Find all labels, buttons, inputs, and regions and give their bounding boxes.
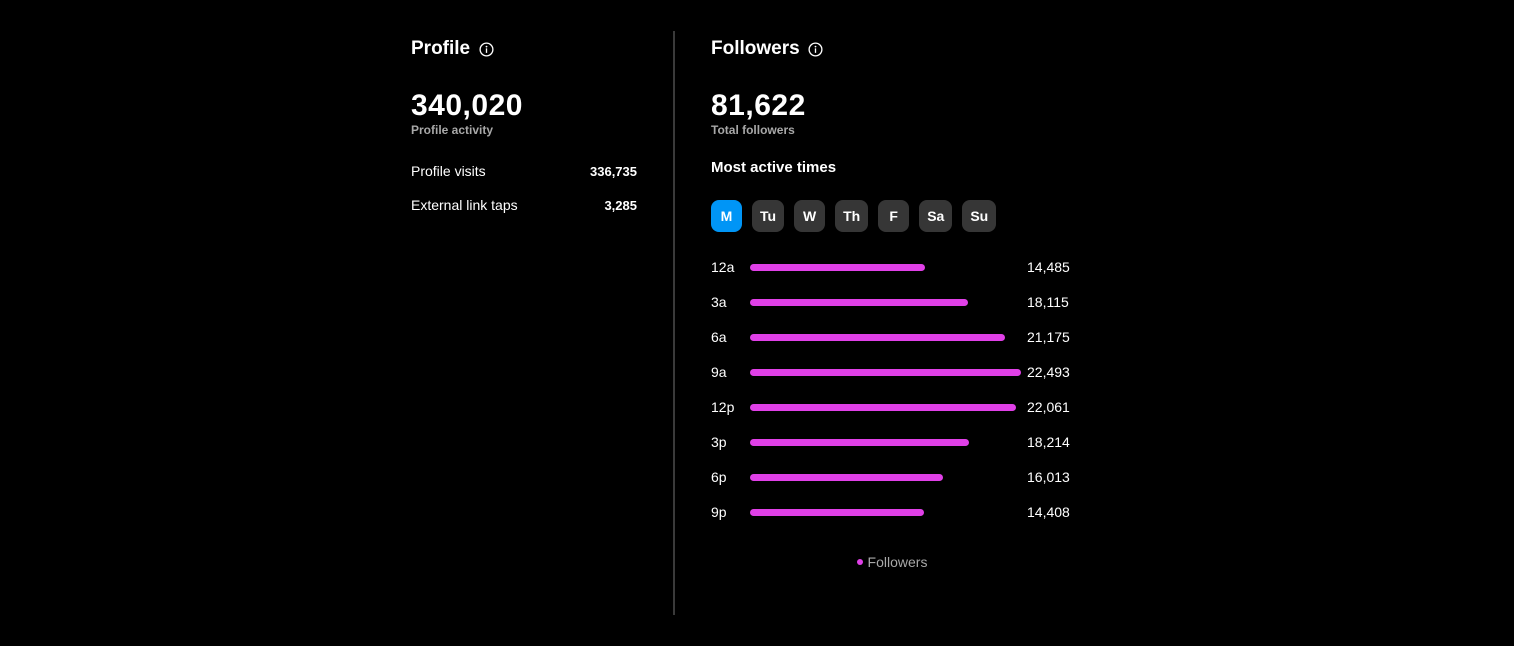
stat-value: 3,285 [604, 197, 637, 213]
bar-fill [750, 509, 924, 516]
bar-track [750, 439, 1021, 446]
bar-track [750, 334, 1021, 341]
day-tab-tu[interactable]: Tu [752, 200, 785, 232]
profile-title: Profile [411, 38, 471, 59]
bar-row: 12a 14,485 [711, 257, 1071, 292]
day-tabs: M Tu W Th F Sa Su [711, 200, 1071, 232]
followers-title: Followers [711, 38, 800, 59]
stat-row-profile-visits: Profile visits 336,735 [411, 161, 637, 181]
bar-row: 3p 18,214 [711, 432, 1071, 467]
bar-row: 6p 16,013 [711, 467, 1071, 502]
bar-value-label: 16,013 [1027, 469, 1070, 485]
day-tab-w[interactable]: W [794, 200, 826, 232]
most-active-times-title: Most active times [711, 159, 837, 176]
bar-fill [750, 439, 970, 446]
bar-value-label: 22,061 [1027, 399, 1070, 415]
bar-category-label: 3a [711, 294, 727, 310]
bar-value-label: 18,115 [1027, 294, 1069, 310]
bar-category-label: 9a [711, 364, 727, 380]
bar-category-label: 9p [711, 504, 727, 520]
bar-value-label: 18,214 [1027, 434, 1070, 450]
profile-activity-total: 340,020 [411, 89, 523, 122]
bar-category-label: 6a [711, 329, 727, 345]
chart-legend: Followers [711, 554, 1073, 570]
followers-header: Followers [711, 36, 1071, 62]
day-tab-m[interactable]: M [711, 200, 742, 232]
bar-row: 12p 22,061 [711, 397, 1071, 432]
bar-fill [750, 404, 1016, 411]
profile-activity-caption: Profile activity [411, 123, 494, 137]
panel-divider [673, 31, 675, 615]
bar-fill [750, 369, 1021, 376]
followers-total: 81,622 [711, 89, 806, 122]
bar-category-label: 3p [711, 434, 727, 450]
bar-track [750, 299, 1021, 306]
bar-fill [750, 264, 925, 271]
stat-label: External link taps [411, 197, 518, 213]
bar-value-label: 21,175 [1027, 329, 1070, 345]
legend-label: Followers [867, 554, 928, 570]
bar-track [750, 474, 1021, 481]
day-tab-sa[interactable]: Sa [919, 200, 953, 232]
bar-value-label: 14,485 [1027, 259, 1070, 275]
bar-row: 9a 22,493 [711, 362, 1071, 397]
stat-row-external-link-taps: External link taps 3,285 [411, 195, 637, 215]
bar-value-label: 14,408 [1027, 504, 1070, 520]
bar-category-label: 6p [711, 469, 727, 485]
info-icon[interactable] [478, 41, 494, 57]
profile-header: Profile [411, 36, 637, 62]
bar-category-label: 12p [711, 399, 735, 415]
bar-row: 3a 18,115 [711, 292, 1071, 327]
legend-dot [856, 559, 863, 565]
followers-total-caption: Total followers [711, 123, 795, 137]
stat-label: Profile visits [411, 163, 486, 179]
active-times-chart: 12a 14,485 3a 18,115 6a 21,175 9a 22,493 12p 22,0… [711, 257, 1071, 537]
day-tab-f[interactable]: F [878, 200, 910, 232]
day-tab-th[interactable]: Th [835, 200, 869, 232]
followers-panel: Followers 81,622 Total followers Most ac… [711, 36, 1071, 570]
bar-value-label: 22,493 [1027, 364, 1070, 380]
profile-panel: Profile 340,020 Profile activity Profile… [411, 36, 637, 215]
bar-track [750, 369, 1021, 376]
bar-row: 9p 14,408 [711, 502, 1071, 537]
bar-category-label: 12a [711, 259, 735, 275]
stat-value: 336,735 [590, 163, 637, 179]
bar-fill [750, 474, 943, 481]
bar-track [750, 264, 1021, 271]
day-tab-su[interactable]: Su [962, 200, 997, 232]
bar-fill [750, 299, 969, 306]
bar-row: 6a 21,175 [711, 327, 1071, 362]
bar-track [750, 404, 1021, 411]
info-icon[interactable] [808, 41, 824, 57]
bar-track [750, 509, 1021, 516]
bar-fill [750, 334, 1006, 341]
